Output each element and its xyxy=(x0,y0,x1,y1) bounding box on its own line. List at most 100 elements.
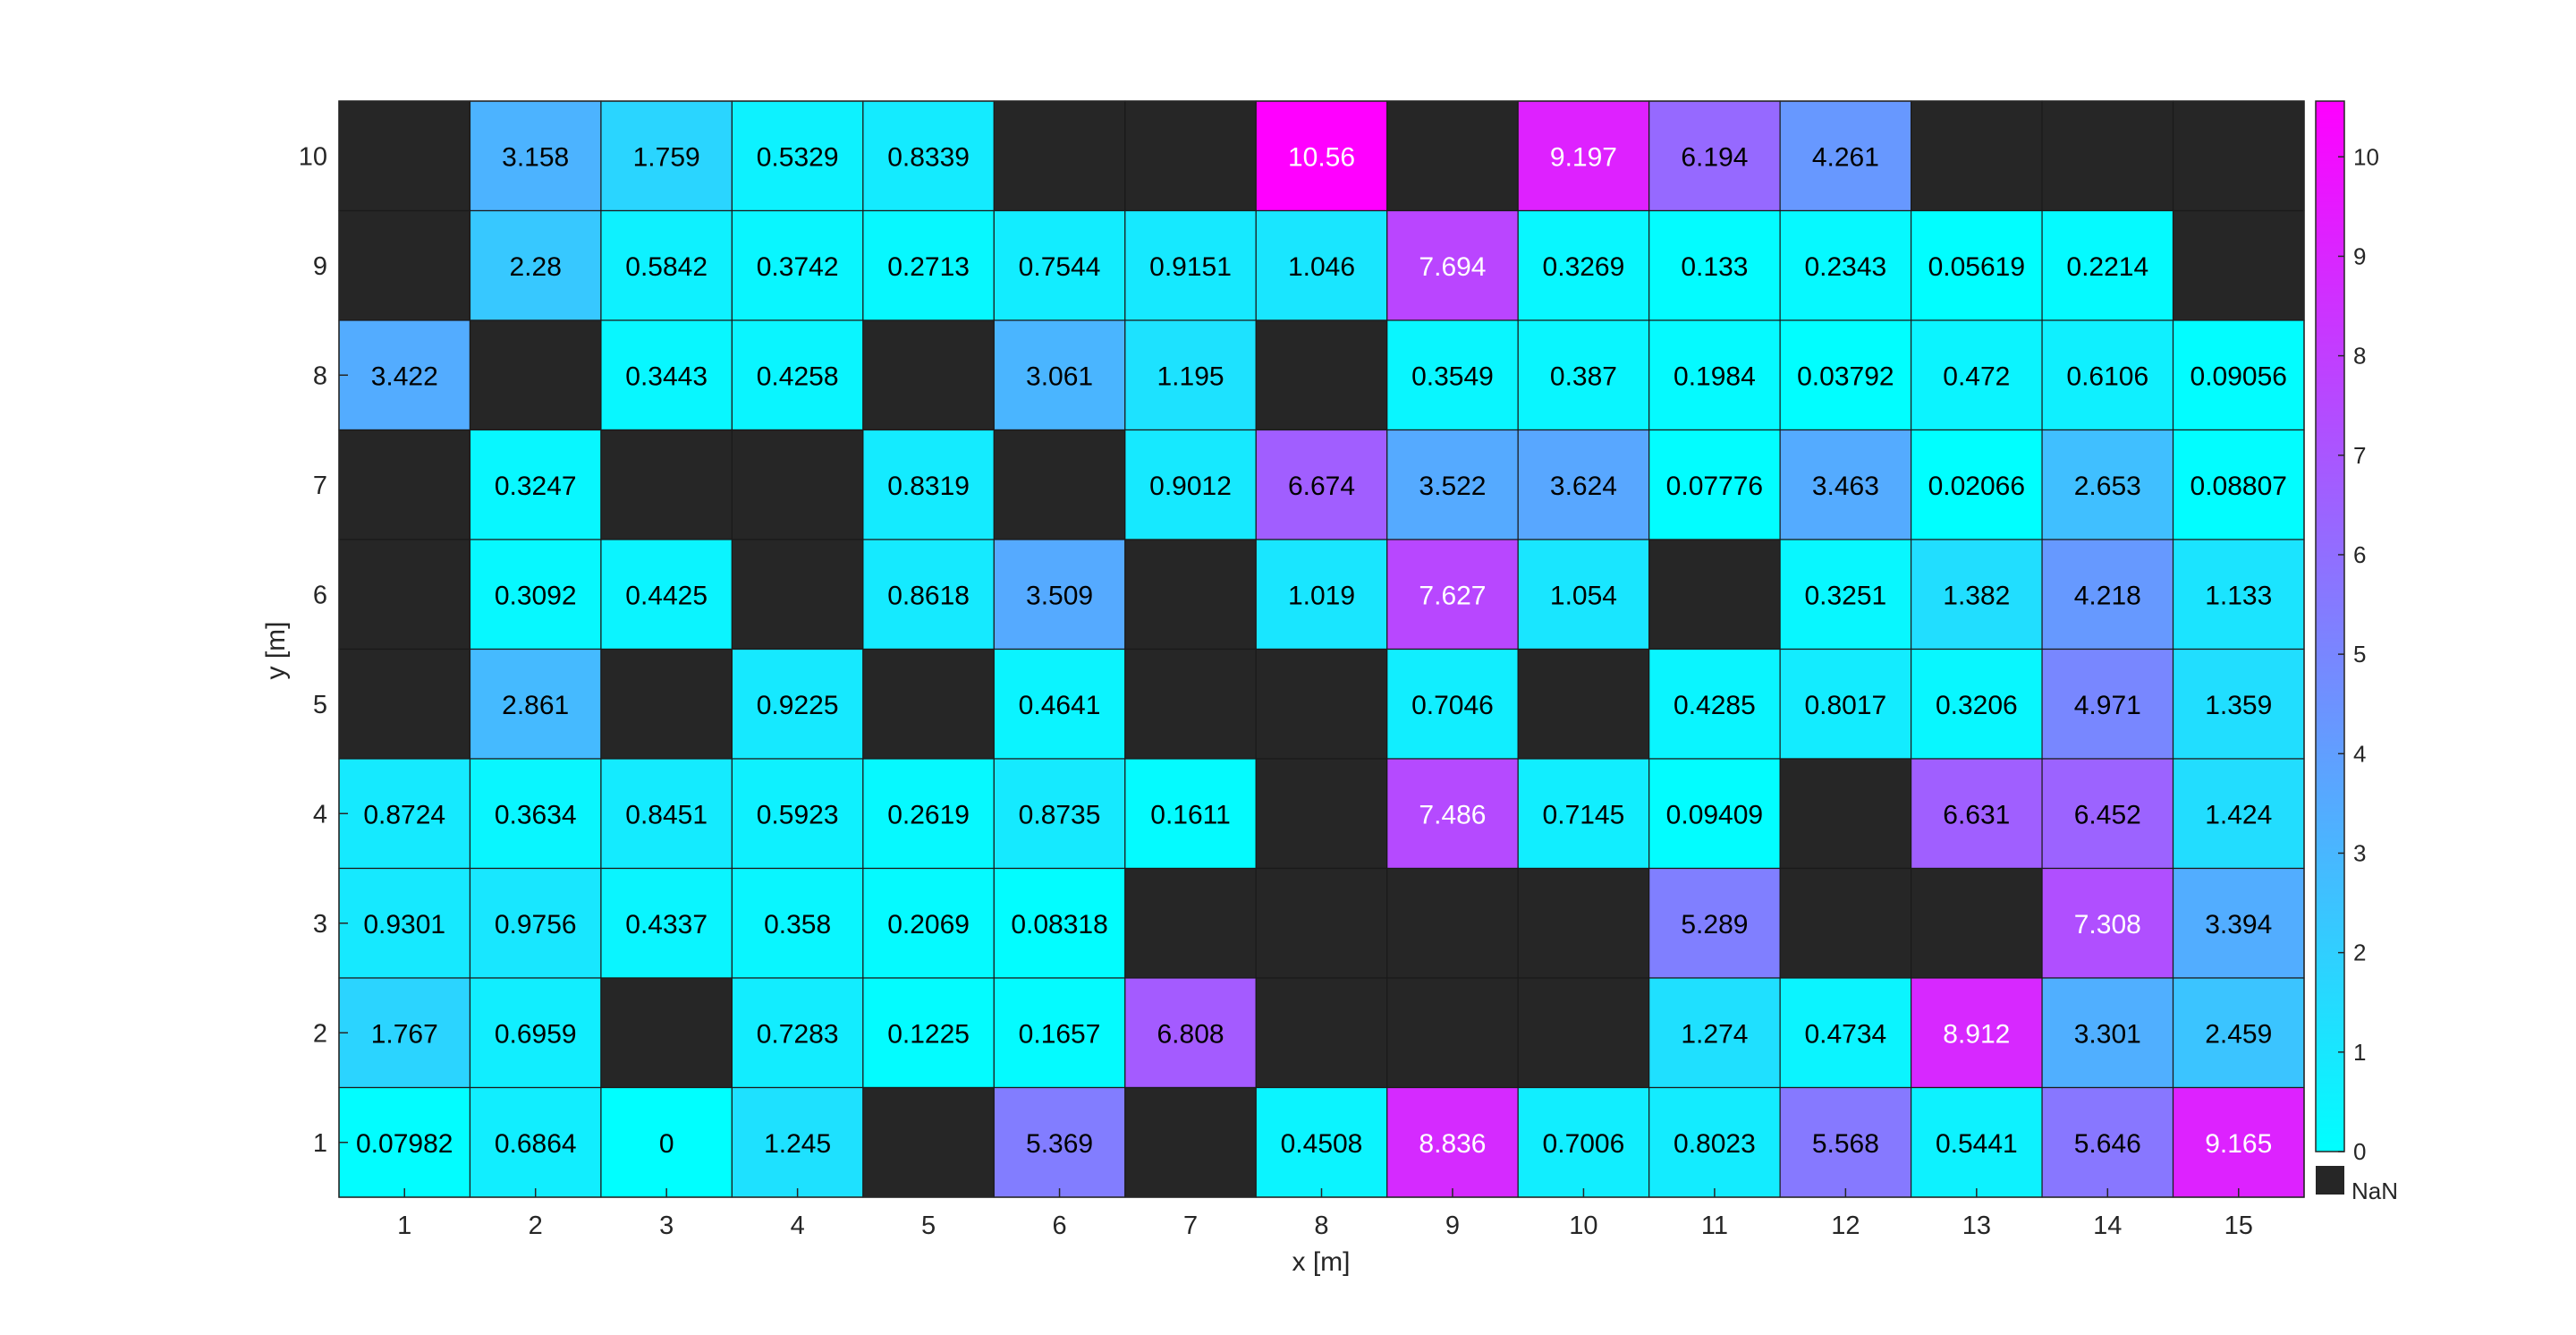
cell-value-label: 3.301 xyxy=(2074,1019,2141,1049)
heatmap-cell xyxy=(1255,758,1388,870)
heatmap-cell xyxy=(862,648,995,760)
colorbar-tick-label: 8 xyxy=(2353,343,2366,370)
cell-value-label: 1.424 xyxy=(2205,800,2272,829)
cell-value-label: 7.694 xyxy=(1419,252,1486,282)
x-tick-label: 14 xyxy=(2093,1212,2122,1240)
cell-value-label: 0.7145 xyxy=(1543,800,1625,829)
cell-value-label: 2.28 xyxy=(510,252,562,282)
cell-value-label: 0.8735 xyxy=(1019,800,1101,829)
cell-value-label: 0.3206 xyxy=(1936,691,2018,720)
heatmap-cell xyxy=(1124,758,1257,870)
heatmap-cell xyxy=(993,209,1126,321)
x-tick-labels: 1 2 3 4 5 6 7 8 9 10 11 12 13 14 15 xyxy=(397,1188,2253,1240)
heatmap-cell xyxy=(1386,539,1519,650)
cell-value-label: 1.195 xyxy=(1157,361,1224,391)
heatmap-cell xyxy=(2041,429,2174,540)
heatmap-cell xyxy=(338,429,471,540)
cell-value-label: 0.4508 xyxy=(1281,1129,1363,1159)
heatmap-cell xyxy=(1779,758,1912,870)
heatmap-cell xyxy=(1648,319,1781,431)
cell-value-label: 0.05619 xyxy=(1928,252,2025,282)
heatmap-cell xyxy=(993,867,1126,979)
cell-value-label: 3.158 xyxy=(502,142,569,172)
y-tick-label: 9 xyxy=(313,252,327,281)
cell-value-label: 0.2713 xyxy=(887,252,970,282)
cell-value-label: 4.971 xyxy=(2074,691,2141,720)
heatmap-cell xyxy=(600,758,733,870)
cell-value-label: 0.5441 xyxy=(1936,1129,2018,1159)
cell-value-label: 1.767 xyxy=(371,1019,438,1049)
cell-value-label: 10.56 xyxy=(1288,142,1355,172)
cell-value-label: 5.568 xyxy=(1812,1129,1879,1159)
x-tick-label: 6 xyxy=(1052,1212,1066,1240)
heatmap-cell xyxy=(1124,100,1257,212)
cell-value-label: 0.8724 xyxy=(363,800,445,829)
cell-value-label: 0.09409 xyxy=(1666,800,1763,829)
heatmap-cell xyxy=(1648,539,1781,650)
colorbar-tick-label: 2 xyxy=(2353,940,2366,966)
x-tick-label: 11 xyxy=(1701,1212,1728,1240)
heatmap-cell xyxy=(1517,758,1650,870)
heatmap-cell xyxy=(600,100,733,212)
heatmap-cell xyxy=(1386,100,1519,212)
heatmap-cell xyxy=(2041,977,2174,1089)
heatmap-cell xyxy=(338,319,471,431)
x-tick-label: 12 xyxy=(1831,1212,1860,1240)
heatmap-cell xyxy=(993,758,1126,870)
x-tick-label: 2 xyxy=(529,1212,543,1240)
cell-value-label: 0.2214 xyxy=(2066,252,2148,282)
cell-value-label: 9.197 xyxy=(1550,142,1617,172)
cell-value-label: 0.4285 xyxy=(1674,691,1756,720)
cell-value-label: 3.061 xyxy=(1026,361,1093,391)
cell-value-label: 2.861 xyxy=(502,691,569,720)
heatmap-cell xyxy=(1124,867,1257,979)
heatmap-cell xyxy=(731,977,864,1089)
cell-value-label: 7.486 xyxy=(1419,800,1486,829)
heatmap-cell xyxy=(1517,867,1650,979)
heatmap-cell xyxy=(1255,539,1388,650)
colorbar-tick-label: 7 xyxy=(2353,442,2366,469)
y-tick-label: 3 xyxy=(313,910,327,939)
heatmap-cell xyxy=(2172,100,2305,212)
colorbar-tick-label: 1 xyxy=(2353,1039,2366,1066)
heatmap-cell xyxy=(1124,209,1257,321)
heatmap-cell xyxy=(1517,100,1650,212)
heatmap-cell xyxy=(993,429,1126,540)
heatmap-cell xyxy=(469,319,602,431)
heatmap-cell xyxy=(862,758,995,870)
cell-value-label: 0.6106 xyxy=(2066,361,2148,391)
cell-value-label: 0.6864 xyxy=(495,1129,577,1159)
cell-value-label: 0.07982 xyxy=(356,1129,453,1159)
cell-value-label: 0.6959 xyxy=(495,1019,577,1049)
cell-value-label: 5.289 xyxy=(1681,910,1748,940)
heatmap-cell xyxy=(2172,648,2305,760)
cell-value-label: 0.3742 xyxy=(757,252,839,282)
heatmap-cell xyxy=(1124,648,1257,760)
cell-value-label: 0.1657 xyxy=(1019,1019,1101,1049)
heatmap-cell xyxy=(862,319,995,431)
cell-value-label: 0.4337 xyxy=(625,910,708,940)
heatmap-cell xyxy=(1386,209,1519,321)
cell-value-label: 0.7006 xyxy=(1543,1129,1625,1159)
heatmap-cell xyxy=(1517,648,1650,760)
cell-value-label: 0.7046 xyxy=(1411,691,1494,720)
heatmap-cell xyxy=(731,539,864,650)
x-tick-label: 4 xyxy=(791,1212,805,1240)
cell-value-label: 1.245 xyxy=(764,1129,831,1159)
x-tick-label: 9 xyxy=(1445,1212,1460,1240)
x-tick-label: 13 xyxy=(1962,1212,1991,1240)
heatmap-cell xyxy=(1386,648,1519,760)
heatmap-cell xyxy=(1779,867,1912,979)
cell-value-label: 0.8319 xyxy=(887,472,970,501)
heatmap-cell xyxy=(1124,1086,1257,1198)
heatmap-cell xyxy=(731,867,864,979)
heatmap-cell xyxy=(1911,539,2043,650)
cell-value-label: 1.359 xyxy=(2205,691,2272,720)
cell-value-label: 0.2069 xyxy=(887,910,970,940)
heatmap-cell xyxy=(338,209,471,321)
x-tick-label: 5 xyxy=(921,1212,936,1240)
cell-value-label: 9.165 xyxy=(2205,1129,2272,1159)
cell-value-label: 0.4258 xyxy=(757,361,839,391)
heatmap-cell xyxy=(338,648,471,760)
